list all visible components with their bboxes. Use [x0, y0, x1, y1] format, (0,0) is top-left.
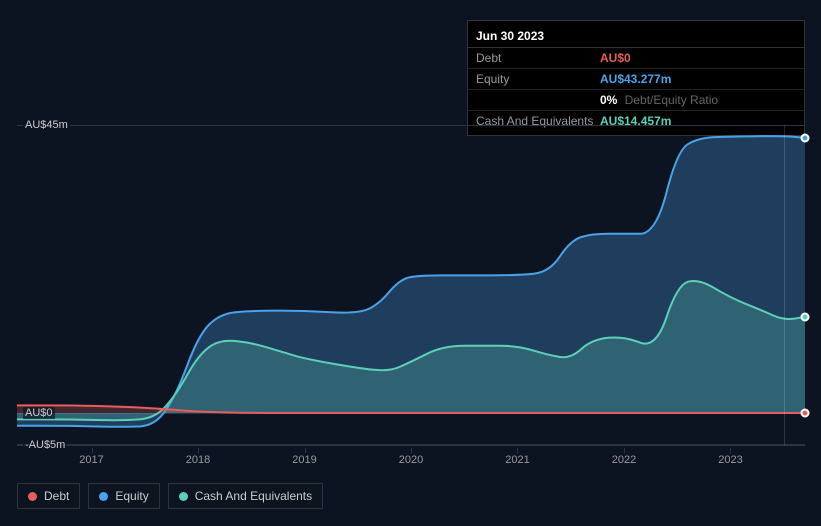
legend-item[interactable]: Debt	[17, 483, 80, 509]
x-axis-label: 2019	[292, 454, 316, 466]
tooltip-row: DebtAU$0	[468, 48, 804, 69]
tooltip-label	[476, 93, 600, 107]
x-tick	[198, 448, 199, 453]
tooltip-value: AU$43.277m	[600, 72, 671, 86]
legend-label: Debt	[44, 489, 69, 503]
x-tick	[411, 448, 412, 453]
x-axis-label: 2017	[79, 454, 103, 466]
tooltip-rows: DebtAU$0EquityAU$43.277m0% Debt/Equity R…	[468, 48, 804, 131]
x-axis-label: 2021	[505, 454, 529, 466]
tooltip-label: Debt	[476, 51, 600, 65]
x-axis-label: 2023	[718, 454, 742, 466]
tooltip-value: AU$0	[600, 51, 631, 65]
legend-label: Equity	[115, 489, 148, 503]
legend-item[interactable]: Cash And Equivalents	[168, 483, 323, 509]
x-tick	[92, 448, 93, 453]
tooltip-row: 0% Debt/Equity Ratio	[468, 90, 804, 111]
legend-dot-icon	[28, 492, 37, 501]
tooltip-box: Jun 30 2023 DebtAU$0EquityAU$43.277m0% D…	[467, 20, 805, 136]
legend-dot-icon	[99, 492, 108, 501]
x-axis-label: 2018	[186, 454, 210, 466]
x-tick	[517, 448, 518, 453]
x-axis-label: 2020	[399, 454, 423, 466]
plot-svg	[17, 125, 805, 445]
x-axis: 2017 2018 2019 2020 2021 2022 2023	[17, 448, 805, 468]
x-tick	[305, 448, 306, 453]
y-axis-label: AU$45m	[23, 119, 70, 131]
gridline	[17, 445, 805, 446]
y-axis-label: AU$0	[23, 407, 55, 419]
tooltip-extra: Debt/Equity Ratio	[621, 93, 718, 107]
series-marker	[801, 313, 810, 322]
legend: Debt Equity Cash And Equivalents	[17, 483, 323, 509]
hover-line	[784, 125, 785, 445]
y-axis-label: -AU$5m	[23, 439, 67, 451]
tooltip-row: EquityAU$43.277m	[468, 69, 804, 90]
series-marker	[801, 409, 810, 418]
tooltip-date: Jun 30 2023	[468, 25, 804, 48]
chart-area[interactable]: AU$45mAU$0-AU$5m	[17, 125, 805, 445]
series-marker	[801, 133, 810, 142]
tooltip-label: Equity	[476, 72, 600, 86]
tooltip-value: 0% Debt/Equity Ratio	[600, 93, 718, 107]
legend-label: Cash And Equivalents	[195, 489, 312, 503]
legend-dot-icon	[179, 492, 188, 501]
x-axis-label: 2022	[612, 454, 636, 466]
chart-container: Jun 30 2023 DebtAU$0EquityAU$43.277m0% D…	[0, 0, 821, 526]
x-tick	[624, 448, 625, 453]
plot-area: AU$45mAU$0-AU$5m	[17, 125, 805, 445]
legend-item[interactable]: Equity	[88, 483, 159, 509]
x-tick	[730, 448, 731, 453]
